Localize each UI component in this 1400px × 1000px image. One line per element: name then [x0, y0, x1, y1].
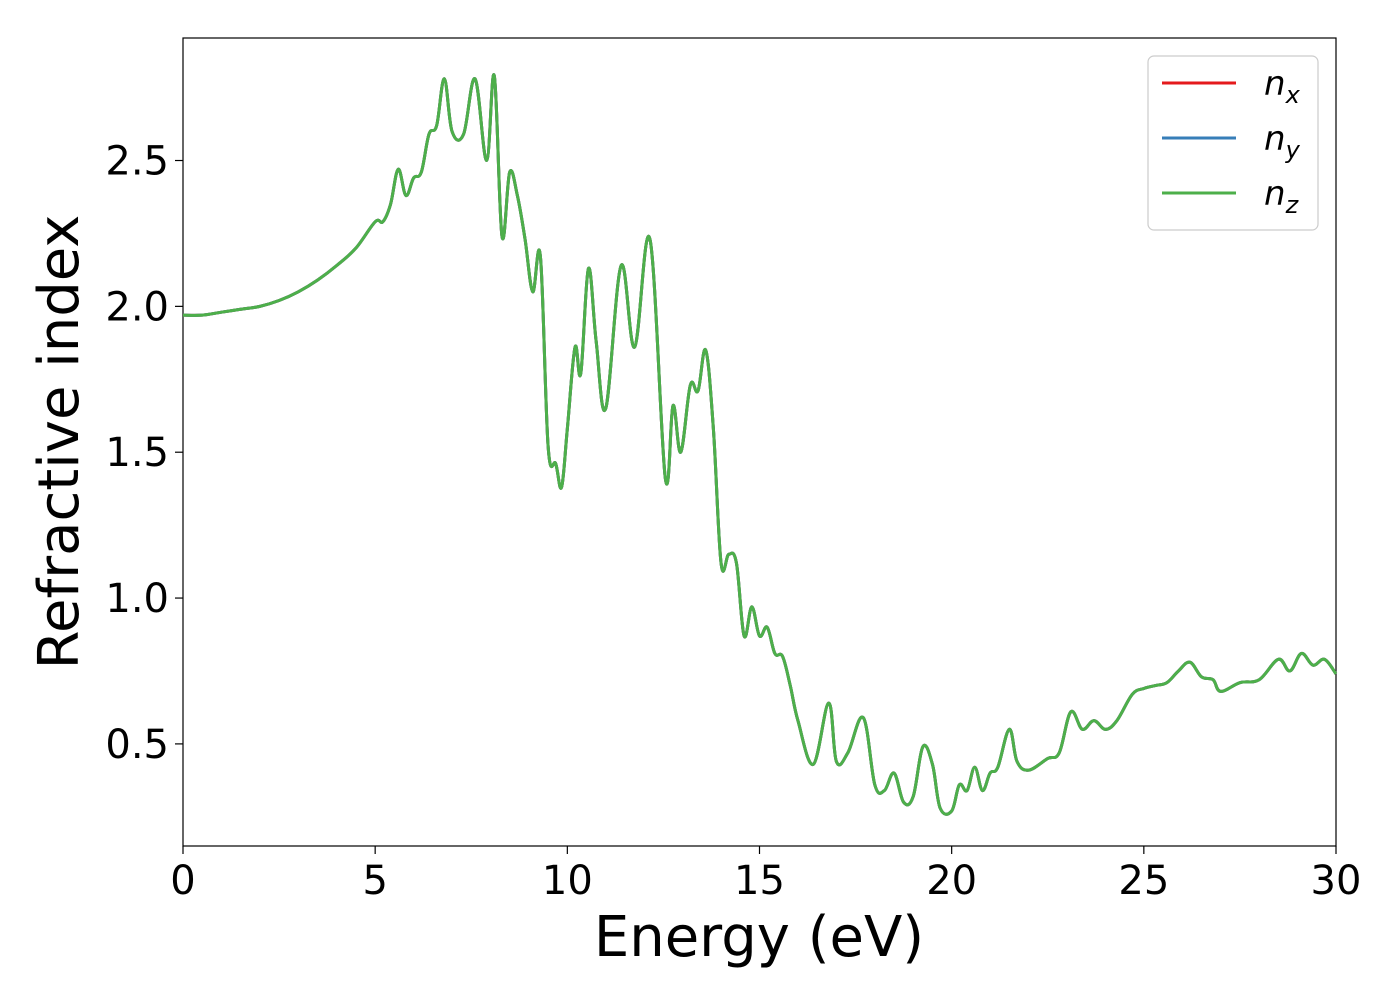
x-tick-label: 0	[170, 858, 195, 904]
y-tick-label: 0.5	[105, 722, 169, 768]
y-tick-label: 1.5	[105, 430, 169, 476]
y-tick-label: 2.0	[105, 284, 169, 330]
x-tick-label: 15	[734, 858, 785, 904]
x-tick-label: 30	[1311, 858, 1362, 904]
legend-label-ny: ny	[1264, 119, 1301, 164]
y-axis: 0.5 1.0 1.5 2.0 2.5	[105, 139, 183, 768]
y-tick-label: 2.5	[105, 139, 169, 185]
series-line-nz	[182, 73, 1338, 816]
x-tick-label: 5	[362, 858, 387, 904]
x-axis: 0 5 10 15 20 25 30	[170, 846, 1361, 904]
legend-box	[1147, 55, 1319, 231]
series-lines	[182, 73, 1338, 816]
x-axis-title: Energy (eV)	[594, 905, 924, 970]
legend-label-nx: nx	[1264, 64, 1301, 109]
x-tick-label: 25	[1118, 858, 1169, 904]
x-tick-label: 10	[542, 858, 593, 904]
y-tick-label: 1.0	[105, 576, 169, 622]
y-axis-title: Refractive index	[27, 215, 92, 670]
x-tick-label: 20	[926, 858, 977, 904]
